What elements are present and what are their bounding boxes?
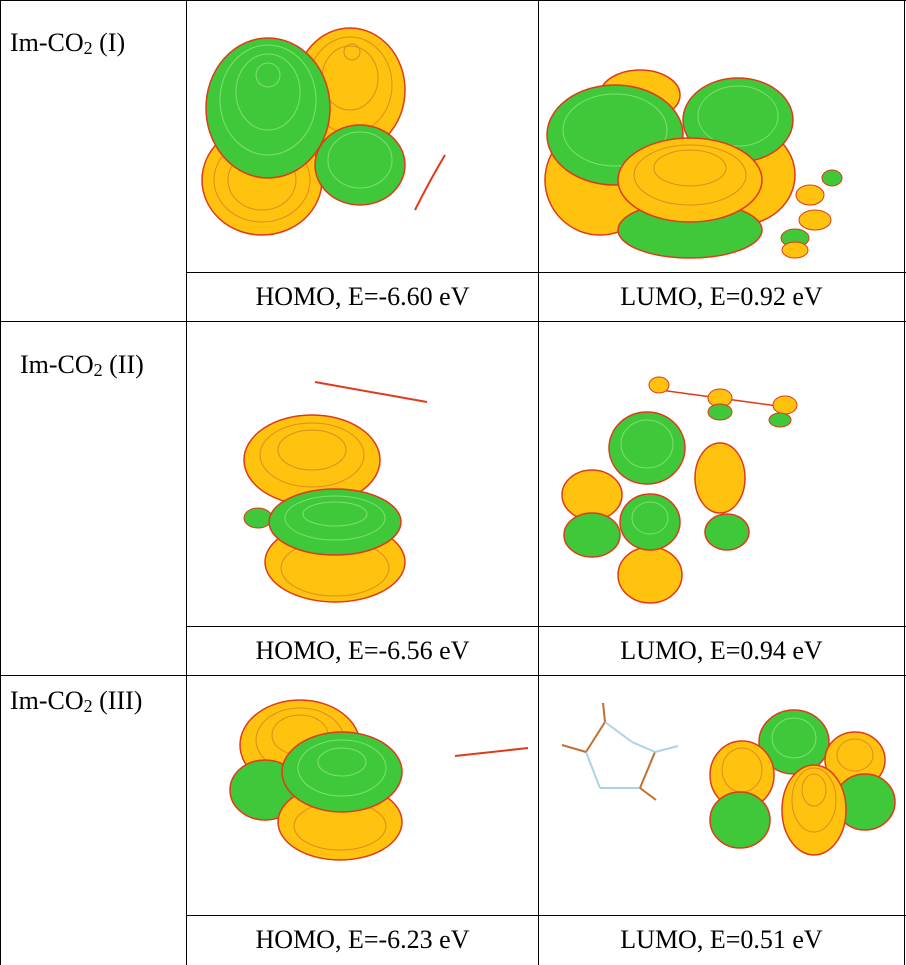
row1-bottom-border: [0, 321, 906, 322]
table-border-top: [0, 0, 906, 1]
row3-homo-caption: HOMO, E=-6.23 eV: [255, 925, 470, 954]
imidazole-ring-skeleton: [561, 702, 679, 801]
column-divider-2: [538, 0, 539, 965]
table-border-left: [0, 0, 1, 965]
row2-homo-orbital-image: [243, 381, 428, 603]
row1-lumo-orbital-image: [544, 69, 843, 259]
row3-lumo-caption: LUMO, E=0.51 eV: [620, 925, 823, 954]
row3-lumo-orbital-image: [561, 702, 896, 856]
row2-label: Im-CO2 (II): [20, 350, 144, 380]
row3-label: Im-CO2 (III): [10, 686, 143, 716]
row1-label: Im-CO2 (I): [10, 28, 126, 58]
row1-lumo-caption: LUMO, E=0.92 eV: [620, 282, 823, 311]
row3-homo-orbital-image: [229, 699, 529, 861]
row2-homo-caption: HOMO, E=-6.56 eV: [255, 636, 470, 665]
row2-lumo-orbital-image: [561, 376, 798, 604]
column-divider-1: [186, 0, 187, 965]
row2-bottom-border: [0, 675, 906, 676]
row2-lumo-caption: LUMO, E=0.94 eV: [620, 636, 823, 665]
row1-homo-caption: HOMO, E=-6.60 eV: [255, 282, 470, 311]
table-border-right: [904, 0, 905, 965]
row2-caption-divider: [186, 626, 906, 627]
row1-homo-orbital-image: [201, 27, 446, 236]
row1-caption-divider: [186, 272, 906, 273]
row3-caption-divider: [186, 915, 906, 916]
